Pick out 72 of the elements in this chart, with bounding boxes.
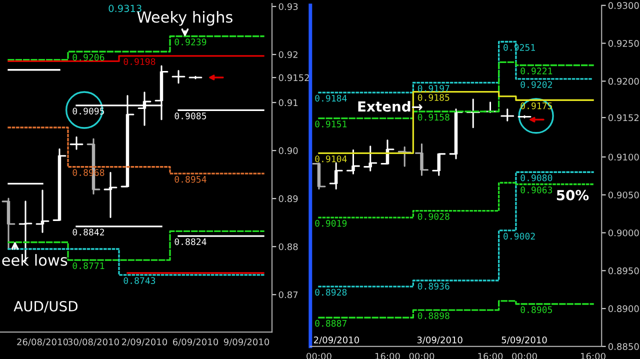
annotation: 0.9251 <box>504 44 535 51</box>
annotation: 0.9185 <box>418 94 450 101</box>
candlestick <box>414 143 428 176</box>
annotation: 0.8954 <box>174 176 206 183</box>
y-tick-label: 0.9152 <box>608 114 639 122</box>
candlestick <box>329 162 343 190</box>
y-tick-label: 0.8850 <box>608 343 639 350</box>
candlestick <box>432 153 446 176</box>
annotation: 3/09/2010 <box>417 336 462 344</box>
x-tick-label: 2/09/2010 <box>122 338 168 346</box>
y-tick-label: 0.9000 <box>608 229 639 236</box>
candlestick <box>70 136 84 150</box>
candlestick <box>398 146 412 167</box>
y-tick-label: 0.89 <box>278 195 298 202</box>
annotation: 0.8905 <box>520 306 552 314</box>
annotation: 5/09/2010 <box>502 336 547 344</box>
y-tick-label: 0.92 <box>278 51 298 58</box>
y-tick-label: 0.90 <box>278 147 298 154</box>
annotation: 0.8898 <box>418 312 450 320</box>
annotation: 0.9028 <box>418 213 450 220</box>
annotation: 0.9151 <box>315 120 347 128</box>
candlestick <box>36 190 50 233</box>
annotation: 0.9313 <box>108 4 142 12</box>
y-tick-label: 0.8900 <box>608 305 639 312</box>
candlestick <box>449 108 463 160</box>
candlestick <box>52 148 66 221</box>
annotation: 0.8743 <box>124 277 156 284</box>
annotation: 0.9198 <box>124 58 156 66</box>
y-tick-label: 0.88 <box>278 243 298 250</box>
annotation: eek lows <box>2 254 68 266</box>
annotation: 50% <box>556 190 589 200</box>
y-tick-label: 0.91 <box>278 99 298 106</box>
y-tick-label: 0.87 <box>278 291 298 298</box>
annotation: 0.8771 <box>72 262 104 270</box>
annotation: 0.9221 <box>520 68 552 74</box>
annotation: 0.8928 <box>315 288 347 296</box>
y-tick-label: 0.9200 <box>608 78 639 85</box>
annotation: Weeky highs <box>137 10 232 26</box>
annotation: 0.8842 <box>72 228 104 236</box>
annotation: 0.9104 <box>315 155 347 162</box>
annotation: 0.9080 <box>520 174 552 182</box>
candlestick <box>346 149 360 174</box>
annotation: 0.9002 <box>504 232 535 240</box>
candlestick <box>364 146 378 172</box>
annotation: 0.9184 <box>315 94 347 102</box>
candlestick <box>172 70 186 84</box>
annotation: 0.8887 <box>315 320 346 327</box>
annotation: 0.9158 <box>418 114 450 121</box>
y-tick-label: 0.8950 <box>608 267 639 274</box>
annotation: 0.9085 <box>174 112 206 120</box>
x-tick-label: 26/08/2010 <box>17 338 68 346</box>
y-tick-label: 0.93 <box>278 3 298 10</box>
y-tick-label: 0.9050 <box>608 192 639 198</box>
x-tick-label: 6/09/2010 <box>172 338 218 346</box>
y-tick-label: 0.9300 <box>608 2 639 9</box>
annotation: AUD/USD <box>14 300 78 313</box>
annotation: 0.9206 <box>72 54 104 61</box>
annotation: 0.9202 <box>520 81 552 88</box>
annotation: 0.8824 <box>174 238 206 246</box>
annotation: 0.9239 <box>174 38 206 46</box>
x-tick-label: 30/08/2010 <box>68 338 119 346</box>
y-tick-label: 0.9100 <box>608 154 639 161</box>
candlestick <box>466 98 480 128</box>
annotation: 0.9063 <box>520 186 552 194</box>
annotation: 0.9197 <box>418 84 450 92</box>
candlestick <box>500 108 514 122</box>
annotation: 0.8936 <box>418 282 450 290</box>
candlestick <box>312 162 326 190</box>
y-tick-label: 0.9250 <box>608 40 639 47</box>
x-tick-label: 9/09/2010 <box>224 338 270 346</box>
annotation: 0.9019 <box>315 220 347 227</box>
candlestick <box>104 172 118 218</box>
